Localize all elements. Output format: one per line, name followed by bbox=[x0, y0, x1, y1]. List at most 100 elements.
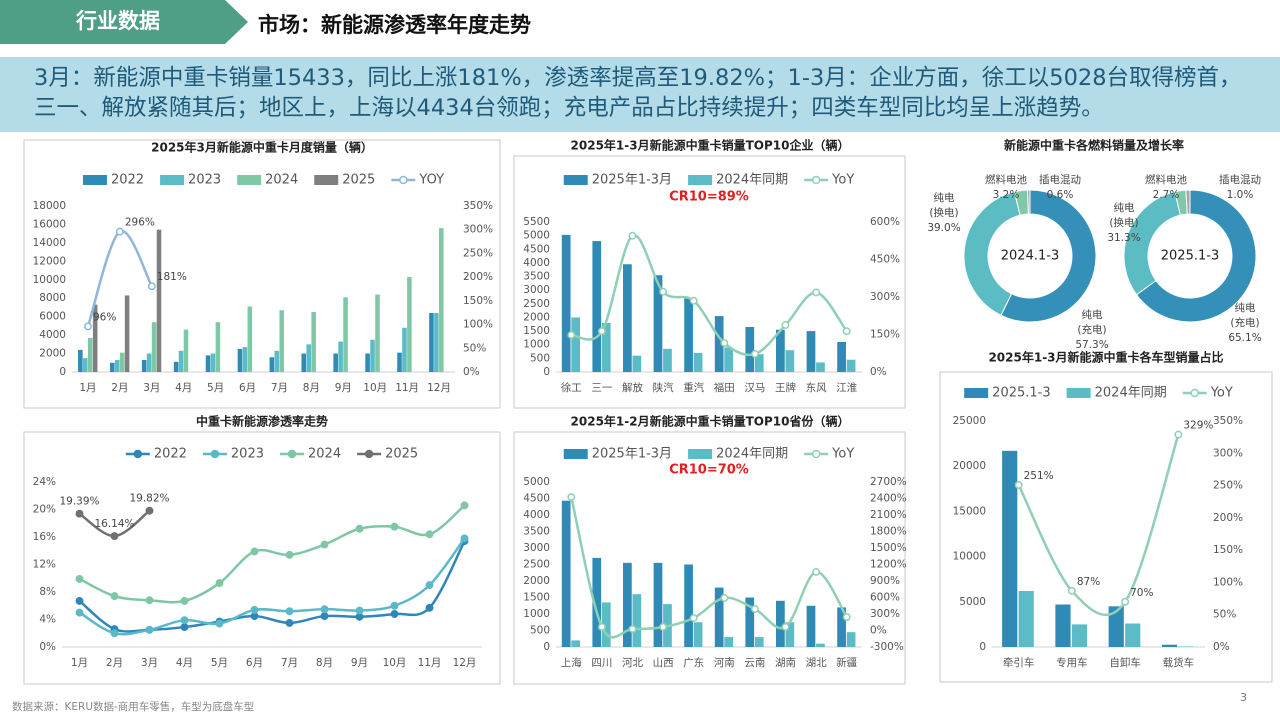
data-label: 19.39% bbox=[59, 496, 99, 508]
x-tick-label: 河南 bbox=[714, 656, 735, 669]
bar bbox=[785, 622, 795, 647]
data-label: 296% bbox=[125, 217, 155, 229]
legend-swatch bbox=[688, 175, 713, 185]
bar bbox=[754, 637, 764, 647]
line-point bbox=[628, 231, 637, 240]
legend-label: 2023 bbox=[188, 173, 221, 188]
x-tick-label: 专用车 bbox=[1056, 656, 1088, 669]
line-point bbox=[460, 501, 469, 510]
y-tick-label: 18000 bbox=[33, 200, 66, 212]
bar bbox=[663, 348, 672, 372]
legend-swatch bbox=[688, 449, 713, 459]
y-tick-label: 3500 bbox=[523, 526, 550, 538]
donut-slice bbox=[1135, 189, 1257, 323]
y-tick-label: 5000 bbox=[959, 596, 986, 608]
line-point bbox=[720, 594, 729, 602]
slice-value: 31.3% bbox=[1107, 232, 1140, 244]
line-point bbox=[425, 530, 434, 539]
line-point bbox=[75, 509, 84, 518]
bar bbox=[684, 298, 693, 372]
bar bbox=[632, 594, 642, 647]
bar bbox=[1055, 604, 1071, 647]
line-point bbox=[285, 607, 294, 616]
bar bbox=[1178, 646, 1194, 647]
bar bbox=[343, 297, 348, 372]
x-tick-label: 7月 bbox=[271, 382, 288, 394]
data-label: 96% bbox=[93, 311, 116, 323]
bar bbox=[274, 350, 280, 372]
slice-value: 3.2% bbox=[993, 189, 1020, 201]
bar bbox=[92, 304, 98, 372]
slice-name: 纯电(换电) bbox=[1109, 201, 1138, 229]
x-tick-label: 重汽 bbox=[683, 381, 704, 394]
y-tick-label: 4000 bbox=[523, 257, 550, 269]
y2-tick-label: 900% bbox=[870, 575, 900, 587]
line-point bbox=[567, 331, 576, 339]
bar bbox=[592, 241, 602, 372]
bar bbox=[109, 362, 115, 372]
x-tick-label: 3月 bbox=[143, 382, 160, 394]
legend-label: 2022 bbox=[154, 447, 187, 462]
bar bbox=[623, 264, 632, 372]
y2-tick-label: 150% bbox=[1213, 544, 1243, 556]
y2-tick-label: 150% bbox=[463, 295, 493, 307]
bar bbox=[601, 322, 611, 372]
y2-tick-label: 350% bbox=[463, 200, 493, 212]
bar bbox=[215, 322, 221, 372]
line-point bbox=[285, 550, 294, 559]
x-tick-label: 4月 bbox=[175, 382, 192, 394]
bar bbox=[1161, 644, 1178, 647]
line-point bbox=[1067, 586, 1076, 595]
y-tick-label: 4500 bbox=[523, 493, 550, 505]
y2-tick-label: 250% bbox=[463, 247, 493, 259]
legend: 2022 2023 2024 2025 YOY bbox=[82, 173, 444, 188]
bar bbox=[816, 643, 825, 647]
y2-tick-label: 0% bbox=[870, 625, 887, 637]
panel-border bbox=[513, 431, 906, 685]
slice-name: 纯电(换电) bbox=[929, 191, 958, 219]
x-tick-label: 10月 bbox=[383, 657, 407, 669]
bar bbox=[311, 312, 316, 372]
bar bbox=[561, 500, 571, 647]
line-point bbox=[597, 623, 606, 631]
bar bbox=[156, 229, 162, 372]
y-tick-label: 16% bbox=[33, 531, 56, 543]
x-tick-label: 陕汽 bbox=[653, 381, 674, 394]
data-label: 329% bbox=[1183, 420, 1213, 432]
bar bbox=[601, 602, 611, 647]
chart-title: 2025年1-2月新能源中重卡销量TOP10省份（辆） bbox=[571, 414, 850, 429]
legend-label: 2022 bbox=[111, 173, 144, 188]
legend-marker bbox=[133, 449, 143, 459]
y-tick-label: 500 bbox=[530, 352, 550, 364]
y-tick-label: 4000 bbox=[523, 509, 550, 521]
donut-center-label: 2025.1-3 bbox=[1161, 249, 1219, 264]
bar bbox=[439, 228, 444, 372]
y-tick-label: 16000 bbox=[33, 218, 66, 230]
y-tick-label: 24% bbox=[33, 476, 56, 488]
line-point bbox=[597, 327, 606, 336]
y2-tick-label: 600% bbox=[870, 592, 900, 604]
line-point bbox=[842, 613, 851, 621]
line-point bbox=[781, 321, 790, 329]
x-tick-label: 8月 bbox=[316, 657, 333, 669]
line-point bbox=[425, 581, 434, 590]
data-label: 16.14% bbox=[94, 518, 134, 530]
line-point bbox=[720, 339, 729, 347]
line-point bbox=[425, 603, 434, 612]
slice-name: 插电混动 bbox=[1219, 173, 1261, 186]
x-tick-label: 新疆 bbox=[836, 656, 857, 669]
y2-tick-label: 1500% bbox=[870, 542, 907, 554]
slice-name: 插电混动 bbox=[1039, 173, 1081, 186]
data-label: 19.82% bbox=[129, 493, 169, 505]
y-tick-label: 0 bbox=[979, 641, 986, 653]
line-point bbox=[659, 623, 668, 631]
y2-tick-label: 2100% bbox=[870, 509, 907, 521]
line-point bbox=[250, 605, 259, 614]
y-tick-label: 20% bbox=[33, 504, 56, 516]
x-tick-label: 9月 bbox=[351, 657, 368, 669]
line-point bbox=[842, 327, 851, 336]
y-tick-label: 14000 bbox=[33, 237, 66, 249]
slice-value: 65.1% bbox=[1228, 332, 1261, 344]
y-tick-label: 2500 bbox=[523, 298, 550, 310]
line-point bbox=[75, 608, 84, 617]
